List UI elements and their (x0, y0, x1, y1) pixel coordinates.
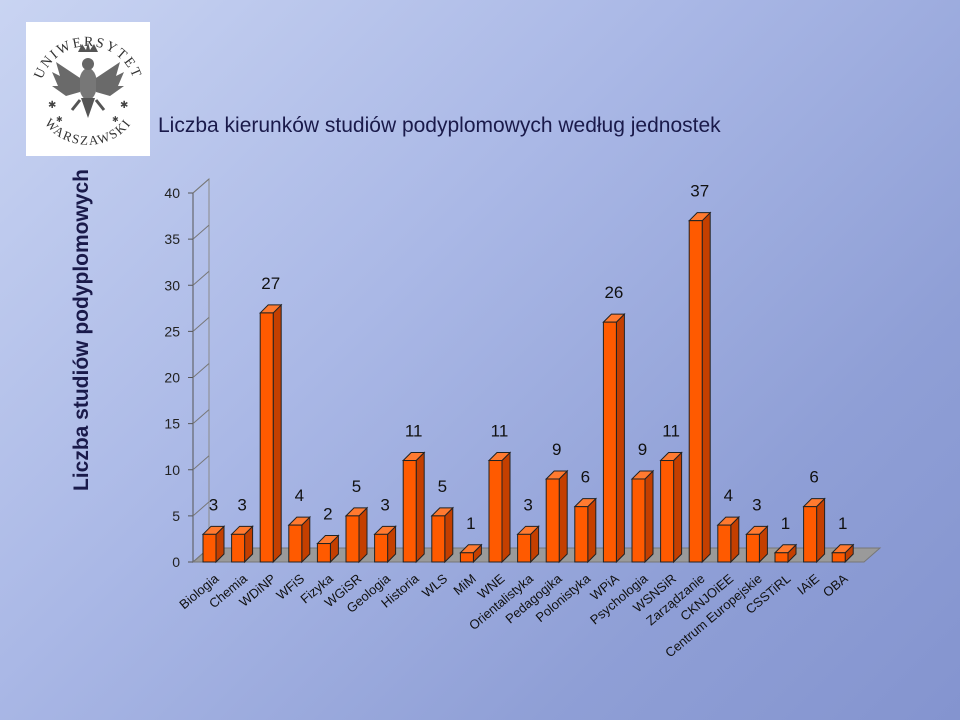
university-logo: UNIWERSYTET WARSZAWSKI ✱ ✱ ✱ ✱ (26, 22, 150, 156)
bar (688, 220, 703, 563)
svg-text:✱: ✱ (112, 115, 119, 124)
data-label: 2 (323, 505, 332, 524)
bar (231, 533, 246, 563)
bar (431, 515, 446, 563)
data-label: 9 (552, 440, 561, 459)
bar-side (644, 469, 654, 564)
bar (803, 506, 818, 563)
bar (831, 552, 846, 563)
data-label: 4 (724, 486, 733, 505)
y-tick-label: 40 (164, 185, 180, 201)
bar-side (816, 497, 826, 564)
y-depth-line (192, 363, 210, 378)
data-label: 1 (466, 514, 475, 533)
bar-side (615, 312, 625, 564)
y-tick-label: 30 (164, 277, 180, 293)
category-label: IAiE (794, 571, 822, 598)
data-label: 37 (690, 182, 709, 201)
data-label: 11 (491, 422, 509, 441)
y-tick-label: 0 (172, 554, 180, 570)
bar (374, 533, 389, 563)
bar-side (701, 211, 711, 564)
y-depth-line (192, 224, 210, 240)
data-label: 3 (237, 495, 246, 514)
data-label: 27 (261, 274, 280, 293)
bar (288, 524, 303, 563)
y-depth-line (192, 409, 210, 425)
bar (202, 533, 217, 563)
y-tick-label: 15 (164, 416, 180, 432)
bar (545, 478, 560, 563)
bar-side (272, 303, 282, 564)
bar (459, 552, 474, 563)
y-depth-line (192, 178, 210, 194)
bar-side (501, 451, 511, 564)
bar (602, 321, 617, 563)
bar (345, 515, 360, 563)
y-tick-label: 25 (164, 323, 180, 339)
bar (259, 312, 274, 563)
bar-side (558, 469, 568, 564)
data-label: 6 (581, 468, 590, 487)
data-label: 9 (638, 440, 647, 459)
data-label: 1 (838, 514, 847, 533)
data-label: 4 (295, 486, 304, 505)
svg-text:✱: ✱ (120, 100, 128, 111)
bar-side (358, 506, 368, 564)
y-tick-label: 35 (164, 231, 180, 247)
data-label: 3 (380, 495, 389, 514)
y-tick-label: 5 (172, 508, 180, 524)
bar (316, 543, 331, 563)
category-label: OBA (820, 571, 851, 600)
y-depth-line (192, 316, 210, 332)
data-label: 5 (352, 477, 361, 496)
bar (574, 506, 589, 563)
data-label: 3 (752, 495, 761, 514)
category-label: WLS (419, 571, 450, 601)
bar (717, 524, 732, 563)
bar (517, 533, 532, 563)
data-label: 26 (604, 283, 623, 302)
data-label: 5 (438, 477, 447, 496)
data-label: 11 (405, 422, 423, 441)
bar-side (444, 506, 454, 564)
bar-side (673, 451, 683, 564)
bar (774, 552, 789, 563)
eagle-emblem-icon: UNIWERSYTET WARSZAWSKI ✱ ✱ ✱ ✱ (32, 35, 142, 148)
data-label: 3 (523, 495, 532, 514)
y-tick-label: 20 (164, 370, 180, 386)
data-label: 11 (662, 422, 680, 441)
data-label: 6 (809, 468, 818, 487)
data-label: 3 (209, 495, 218, 514)
bar-side (587, 497, 597, 564)
bar (488, 460, 503, 563)
bar-side (415, 451, 425, 564)
svg-text:✱: ✱ (56, 115, 63, 124)
bar (660, 460, 675, 563)
svg-text:✱: ✱ (48, 100, 56, 111)
bar (745, 533, 760, 563)
category-label: MiM (450, 571, 478, 598)
bar (631, 478, 646, 563)
y-tick-label: 10 (164, 462, 180, 478)
data-label: 1 (781, 514, 790, 533)
bar (402, 460, 417, 563)
y-depth-line (192, 501, 210, 517)
chart-title: Liczba kierunków studiów podyplomowych w… (158, 114, 721, 137)
y-depth-line (192, 455, 210, 471)
y-depth-line (192, 270, 210, 286)
